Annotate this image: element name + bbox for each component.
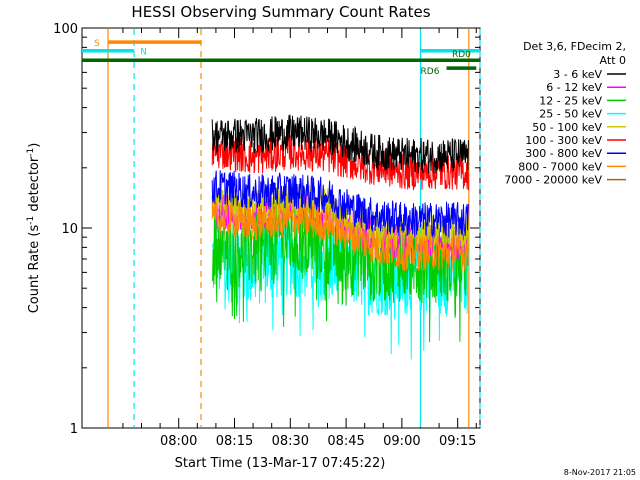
legend-label: 12 - 25 keV <box>539 94 602 107</box>
status-bar-label: RD0 <box>452 50 471 60</box>
legend-label: 50 - 100 keV <box>532 121 602 134</box>
legend-label: 800 - 7000 keV <box>518 160 602 173</box>
y-axis-label: Count Rate (s-1 detector-1) <box>26 143 42 314</box>
legend-label: 100 - 300 keV <box>525 134 602 147</box>
x-tick-label: 09:00 <box>383 434 420 449</box>
legend-label: 3 - 6 keV <box>553 68 602 81</box>
footer-timestamp: 8-Nov-2017 21:05 <box>564 468 636 477</box>
legend-label: 6 - 12 keV <box>546 81 602 94</box>
status-bar-label: N <box>140 48 147 58</box>
x-tick-label: 09:15 <box>439 434 476 449</box>
x-tick-label: 08:45 <box>327 434 364 449</box>
status-bar-label: S <box>94 39 100 49</box>
y-tick-label: 100 <box>53 22 78 37</box>
y-tick-label: 10 <box>61 222 78 237</box>
legend-label: 7000 - 20000 keV <box>504 174 602 187</box>
x-tick-label: 08:15 <box>216 434 253 449</box>
series-trace-3-6keV <box>211 114 469 174</box>
series-trace-300-800keV <box>211 170 469 238</box>
legend-header-line1: Det 3,6, FDecim 2, <box>523 40 626 53</box>
series-trace-800-7000keV <box>211 201 469 272</box>
x-tick-label: 08:30 <box>272 434 309 449</box>
legend-header-line2: Att 0 <box>600 54 626 67</box>
x-axis-label: Start Time (13-Mar-17 07:45:22) <box>175 456 386 471</box>
chart-title: HESSI Observing Summary Count Rates <box>131 3 430 21</box>
legend-label: 25 - 50 keV <box>539 108 602 121</box>
x-tick-label: 08:00 <box>160 434 197 449</box>
status-bar-label: RD6 <box>421 67 440 77</box>
y-tick-label: 1 <box>70 422 78 437</box>
legend-label: 300 - 800 keV <box>525 147 602 160</box>
